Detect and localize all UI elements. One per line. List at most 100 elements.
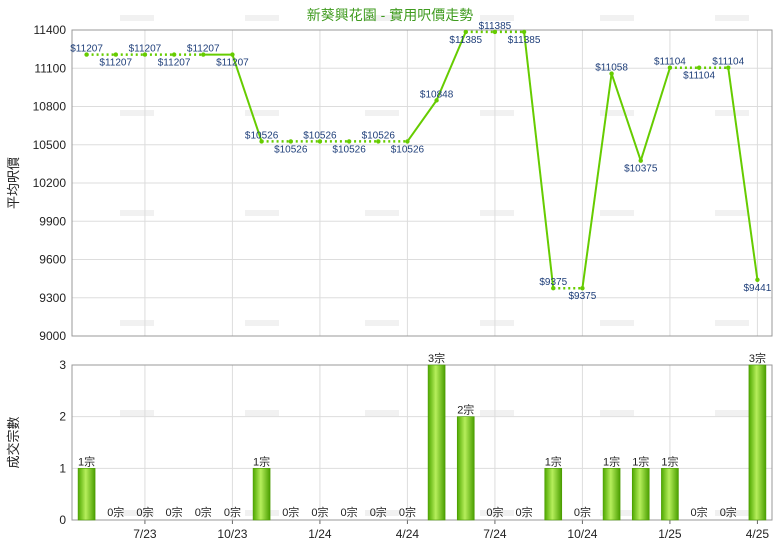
point-label: $11207	[129, 44, 162, 55]
bar	[427, 364, 446, 521]
y-tick-label: 10800	[33, 100, 67, 114]
y-tick-label: 10500	[33, 138, 67, 152]
bar-label: 0宗	[691, 505, 708, 519]
bar-label: 1宗	[603, 454, 620, 468]
watermark-mark	[365, 210, 399, 216]
watermark-layer	[120, 15, 749, 516]
point-label: $11207	[99, 58, 132, 69]
point-label: $10848	[420, 89, 454, 100]
data-point	[346, 139, 352, 144]
point-label: $10526	[362, 130, 396, 141]
watermark-mark	[715, 410, 749, 416]
line-segment	[639, 67, 671, 161]
watermark-mark	[600, 410, 634, 416]
data-point	[521, 29, 527, 35]
point-label: $10526	[391, 144, 425, 155]
watermark-mark	[245, 15, 279, 21]
data-point	[492, 29, 498, 35]
data-point	[609, 71, 614, 76]
point-label: $11104	[654, 57, 686, 68]
point-label: $11207	[216, 58, 249, 69]
point-label: $11207	[158, 58, 191, 69]
data-point	[171, 52, 177, 57]
line-segment	[231, 54, 263, 142]
watermark-mark	[120, 210, 154, 216]
y-axis-label: 平均呎價	[6, 157, 21, 209]
watermark-mark	[365, 410, 399, 416]
y-tick-label: 0	[59, 513, 66, 527]
watermark-mark	[245, 410, 279, 416]
watermark-mark	[120, 15, 154, 21]
bar-label: 1宗	[661, 454, 678, 468]
bar-label: 3宗	[428, 351, 445, 365]
bar	[77, 468, 96, 521]
data-point	[580, 285, 585, 291]
watermark-mark	[715, 510, 749, 516]
watermark-mark	[715, 110, 749, 116]
y-tick-label: 9600	[39, 253, 66, 267]
bar	[748, 364, 767, 521]
data-point	[113, 52, 118, 57]
bar	[661, 468, 679, 521]
watermark-mark	[245, 110, 279, 116]
bar-label: 2宗	[457, 403, 474, 417]
watermark-mark	[480, 320, 514, 326]
point-label: $10526	[303, 130, 337, 141]
bar-label: 0宗	[370, 505, 387, 519]
bar-label: 0宗	[136, 505, 153, 519]
y-tick-label: 9900	[39, 214, 66, 228]
bar-label: 1宗	[545, 454, 562, 468]
data-point	[259, 139, 264, 144]
plot-frame	[71, 364, 773, 521]
line-segment	[727, 67, 759, 280]
y-tick-label: 3	[59, 358, 66, 372]
watermark-mark	[120, 320, 154, 326]
watermark-mark	[480, 410, 514, 416]
bar-label: 3宗	[749, 351, 766, 365]
watermark-mark	[120, 410, 154, 416]
watermark-mark	[480, 210, 514, 216]
data-point	[230, 52, 235, 57]
watermark-mark	[245, 210, 279, 216]
y-tick-label: 2	[59, 410, 66, 424]
watermark-mark	[715, 320, 749, 326]
price-chart: 新葵興花園 - 實用呎價走勢 9000 9300 9600 9900 10200 10500…	[6, 7, 773, 343]
x-tick-label: 1/24	[308, 527, 332, 541]
data-point	[638, 158, 643, 163]
point-label: $11207	[70, 44, 103, 55]
bar-label: 0宗	[224, 505, 241, 519]
x-tick-label: 7/23	[133, 527, 157, 541]
bar-label: 0宗	[399, 505, 416, 519]
data-point	[317, 139, 323, 144]
watermark-mark	[600, 110, 634, 116]
point-label: $10526	[332, 144, 366, 155]
bar-label: 1宗	[253, 454, 270, 468]
watermark-mark	[365, 320, 399, 326]
data-point	[288, 139, 293, 144]
chart-title: 新葵興花園 - 實用呎價走勢	[307, 7, 473, 23]
bar-label: 0宗	[107, 505, 124, 519]
data-point	[667, 65, 673, 70]
x-tick-label: 7/24	[483, 527, 507, 541]
watermark-mark	[480, 510, 514, 516]
watermark-mark	[245, 320, 279, 326]
bar-label: 0宗	[311, 505, 328, 519]
bar	[252, 468, 271, 521]
bar-label: 0宗	[574, 505, 591, 519]
point-label: $11207	[187, 44, 220, 55]
point-label: $10526	[245, 130, 279, 141]
bar-label: 0宗	[516, 505, 533, 519]
x-tick-label: 4/25	[746, 527, 770, 541]
watermark-mark	[480, 110, 514, 116]
line-segment	[581, 73, 613, 289]
x-tick-label: 10/24	[567, 527, 597, 541]
volume-chart: 0 1 2 3 7/23 10/23 1/24 4/24 7/24 10/24 1/25 4/25 成交…	[6, 351, 773, 541]
y-tick-label: 1	[59, 461, 66, 475]
watermark-mark	[715, 210, 749, 216]
data-point	[376, 139, 381, 144]
watermark-mark	[365, 510, 399, 516]
y-axis-label: 成交宗數	[6, 416, 21, 468]
point-label: $11104	[683, 71, 715, 82]
watermark-mark	[480, 15, 514, 21]
